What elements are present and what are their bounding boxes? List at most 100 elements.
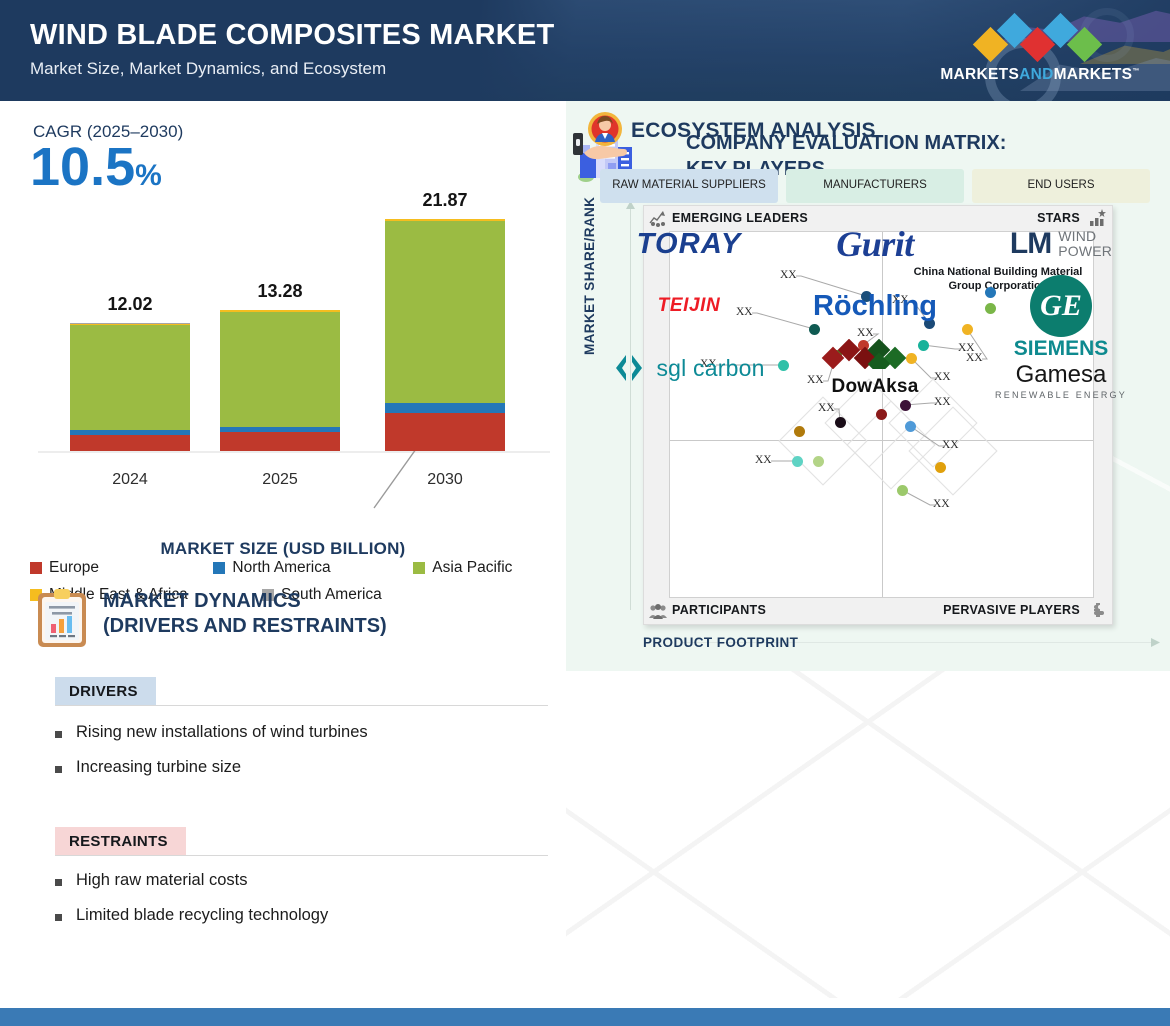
- matrix-y-axis-label: MARKET SHARE/RANK: [582, 196, 597, 355]
- matrix-point[interactable]: [860, 290, 872, 302]
- logo-teijin-text: TEIJIN: [657, 295, 721, 316]
- bar-segment-asia-pacific: [70, 325, 190, 430]
- bar-group: [70, 323, 190, 451]
- bar-segment-north-america: [385, 402, 505, 413]
- marketsandmarkets-logo[interactable]: MARKETSANDMARKETS™: [940, 12, 1140, 88]
- matrix-point-label: XX: [942, 439, 959, 451]
- logo-text-and: AND: [1019, 66, 1054, 83]
- logo-sgl-carbon-text: sgl carbon: [656, 354, 765, 381]
- cagr-percent-sign: %: [135, 159, 162, 192]
- matrix-highlight-label: China National Building Material Group C…: [913, 266, 1083, 293]
- logo-toray-text: TORAY: [636, 227, 742, 260]
- logo-roechling[interactable]: Röchling: [786, 275, 964, 337]
- matrix-point[interactable]: [791, 455, 803, 467]
- legend-swatch-south-america: [262, 589, 274, 601]
- stacked-bar[interactable]: [385, 218, 505, 451]
- drivers-tab[interactable]: DRIVERS: [55, 677, 156, 705]
- stacked-bar[interactable]: [70, 323, 190, 451]
- legend-label-north-america: North America: [232, 559, 331, 576]
- restraint-item-text: High raw material costs: [76, 871, 248, 889]
- quadrant-label-emerging-leaders: EMERGING LEADERS: [672, 211, 809, 225]
- ecosystem-title: ECOSYSTEM ANALYSIS: [631, 119, 876, 142]
- matrix-point-label: XX: [755, 454, 772, 466]
- quadrant-label-stars: STARS: [1037, 211, 1080, 225]
- matrix-point-label: XX: [736, 306, 753, 318]
- bar-segment-europe: [70, 434, 190, 451]
- matrix-point[interactable]: [934, 461, 946, 473]
- bar-segment-middle-east-africa: [70, 323, 190, 326]
- matrix-point[interactable]: [793, 425, 805, 437]
- restraint-item-text: Limited blade recycling technology: [76, 906, 329, 924]
- page-subtitle: Market Size, Market Dynamics, and Ecosys…: [30, 59, 387, 78]
- bar-segment-middle-east-africa: [385, 219, 505, 221]
- matrix-y-axis-line: [630, 205, 631, 610]
- matrix-point[interactable]: [984, 302, 996, 314]
- logo-teijin[interactable]: TEIJIN: [600, 275, 778, 337]
- drivers-list: Rising new installations of wind turbine…: [55, 723, 535, 793]
- matrix-point[interactable]: [917, 339, 929, 351]
- bar-segment-asia-pacific: [220, 311, 340, 427]
- matrix-point-label: XX: [807, 374, 824, 386]
- logo-renewable-energy-text: RENEWABLE ENERGY: [995, 389, 1127, 400]
- stacked-bar[interactable]: [220, 309, 340, 451]
- dowaksa-diamonds-icon: [821, 338, 907, 375]
- logo-gurit[interactable]: Gurit: [786, 213, 964, 275]
- logo-ge[interactable]: GE: [972, 275, 1150, 337]
- matrix-point[interactable]: [896, 484, 908, 496]
- hand-person-icon: [573, 112, 627, 160]
- logo-lm-wind-power[interactable]: LM WIND POWER: [972, 213, 1150, 275]
- page-header: WIND BLADE COMPOSITES MARKET Market Size…: [0, 0, 1170, 101]
- matrix-point[interactable]: [834, 416, 846, 428]
- legend-label-europe: Europe: [49, 559, 99, 576]
- legend-swatch-asia-pacific: [413, 562, 426, 574]
- matrix-point-label: XX: [966, 352, 983, 364]
- logo-ge-monogram: GE: [1030, 275, 1092, 337]
- bullet-square-icon: [55, 914, 62, 921]
- logo-trademark: ™: [1132, 67, 1140, 75]
- cagr-label: CAGR (2025–2030): [33, 122, 184, 141]
- market-dynamics-title-line2: (DRIVERS AND RESTRAINTS): [103, 615, 387, 637]
- driver-item-text: Increasing turbine size: [76, 758, 242, 776]
- matrix-plot-area[interactable]: China National Building Material Group C…: [669, 231, 1094, 598]
- bar-segment-europe: [220, 432, 340, 451]
- ecosystem-logos-raw-materials: TORAY TEIJIN sgl carbon: [600, 213, 778, 399]
- matrix-point[interactable]: [812, 455, 824, 467]
- restraints-rule: [55, 855, 548, 856]
- ecosystem-header-raw-materials: RAW MATERIAL SUPPLIERS: [600, 169, 778, 203]
- matrix-point[interactable]: [777, 359, 789, 371]
- bullet-square-icon: [55, 766, 62, 773]
- matrix-point[interactable]: [961, 323, 973, 335]
- matrix-point[interactable]: [905, 352, 917, 364]
- matrix-point-label: XX: [700, 358, 717, 370]
- ecosystem-column-end-users: END USERS LM WIND POWER GE SIEMENS Gamesa…: [972, 169, 1150, 400]
- market-dynamics-title: MARKET DYNAMICS (DRIVERS AND RESTRAINTS): [103, 589, 387, 639]
- matrix-point[interactable]: [857, 339, 869, 351]
- matrix-point[interactable]: [875, 408, 887, 420]
- restraints-tab[interactable]: RESTRAINTS: [55, 827, 186, 855]
- logo-toray[interactable]: TORAY: [600, 213, 778, 275]
- matrix-point[interactable]: [808, 323, 820, 335]
- bullet-square-icon: [55, 879, 62, 886]
- matrix-point[interactable]: [923, 317, 935, 329]
- matrix-point[interactable]: [899, 399, 911, 411]
- bar-category-label: 2024: [112, 471, 148, 488]
- matrix-x-axis-line: [683, 642, 1153, 643]
- drivers-rule: [55, 705, 548, 706]
- company-evaluation-matrix[interactable]: MARKET SHARE/RANK PRODUCT FOOTPRINT EMER…: [582, 197, 1160, 650]
- bar-segment-asia-pacific: [385, 220, 505, 403]
- matrix-point[interactable]: [984, 286, 996, 298]
- ecosystem-logos-end-users: LM WIND POWER GE SIEMENS Gamesa RENEWABLE…: [972, 213, 1150, 400]
- chart-baseline: [38, 451, 550, 453]
- sgl-bracket-icon: [616, 355, 643, 381]
- matrix-point-label: XX: [958, 342, 975, 354]
- legend-label-south-america: South America: [281, 586, 382, 603]
- logo-sgl-carbon[interactable]: sgl carbon: [600, 337, 778, 399]
- legend-label-asia-pacific: Asia Pacific: [432, 559, 513, 576]
- matrix-point[interactable]: [904, 420, 916, 432]
- right-panel: COMPANY EVALUATION MATRIX: KEY PLAYERS M…: [566, 101, 1170, 998]
- logo-siemens-gamesa[interactable]: SIEMENS Gamesa RENEWABLE ENERGY: [972, 337, 1150, 400]
- logo-gurit-text: Gurit: [836, 224, 914, 264]
- logo-text-markets2: MARKETS: [1053, 66, 1133, 83]
- logo-text-markets1: MARKETS: [940, 66, 1020, 83]
- logo-dowaksa[interactable]: DowAksa: [786, 337, 964, 399]
